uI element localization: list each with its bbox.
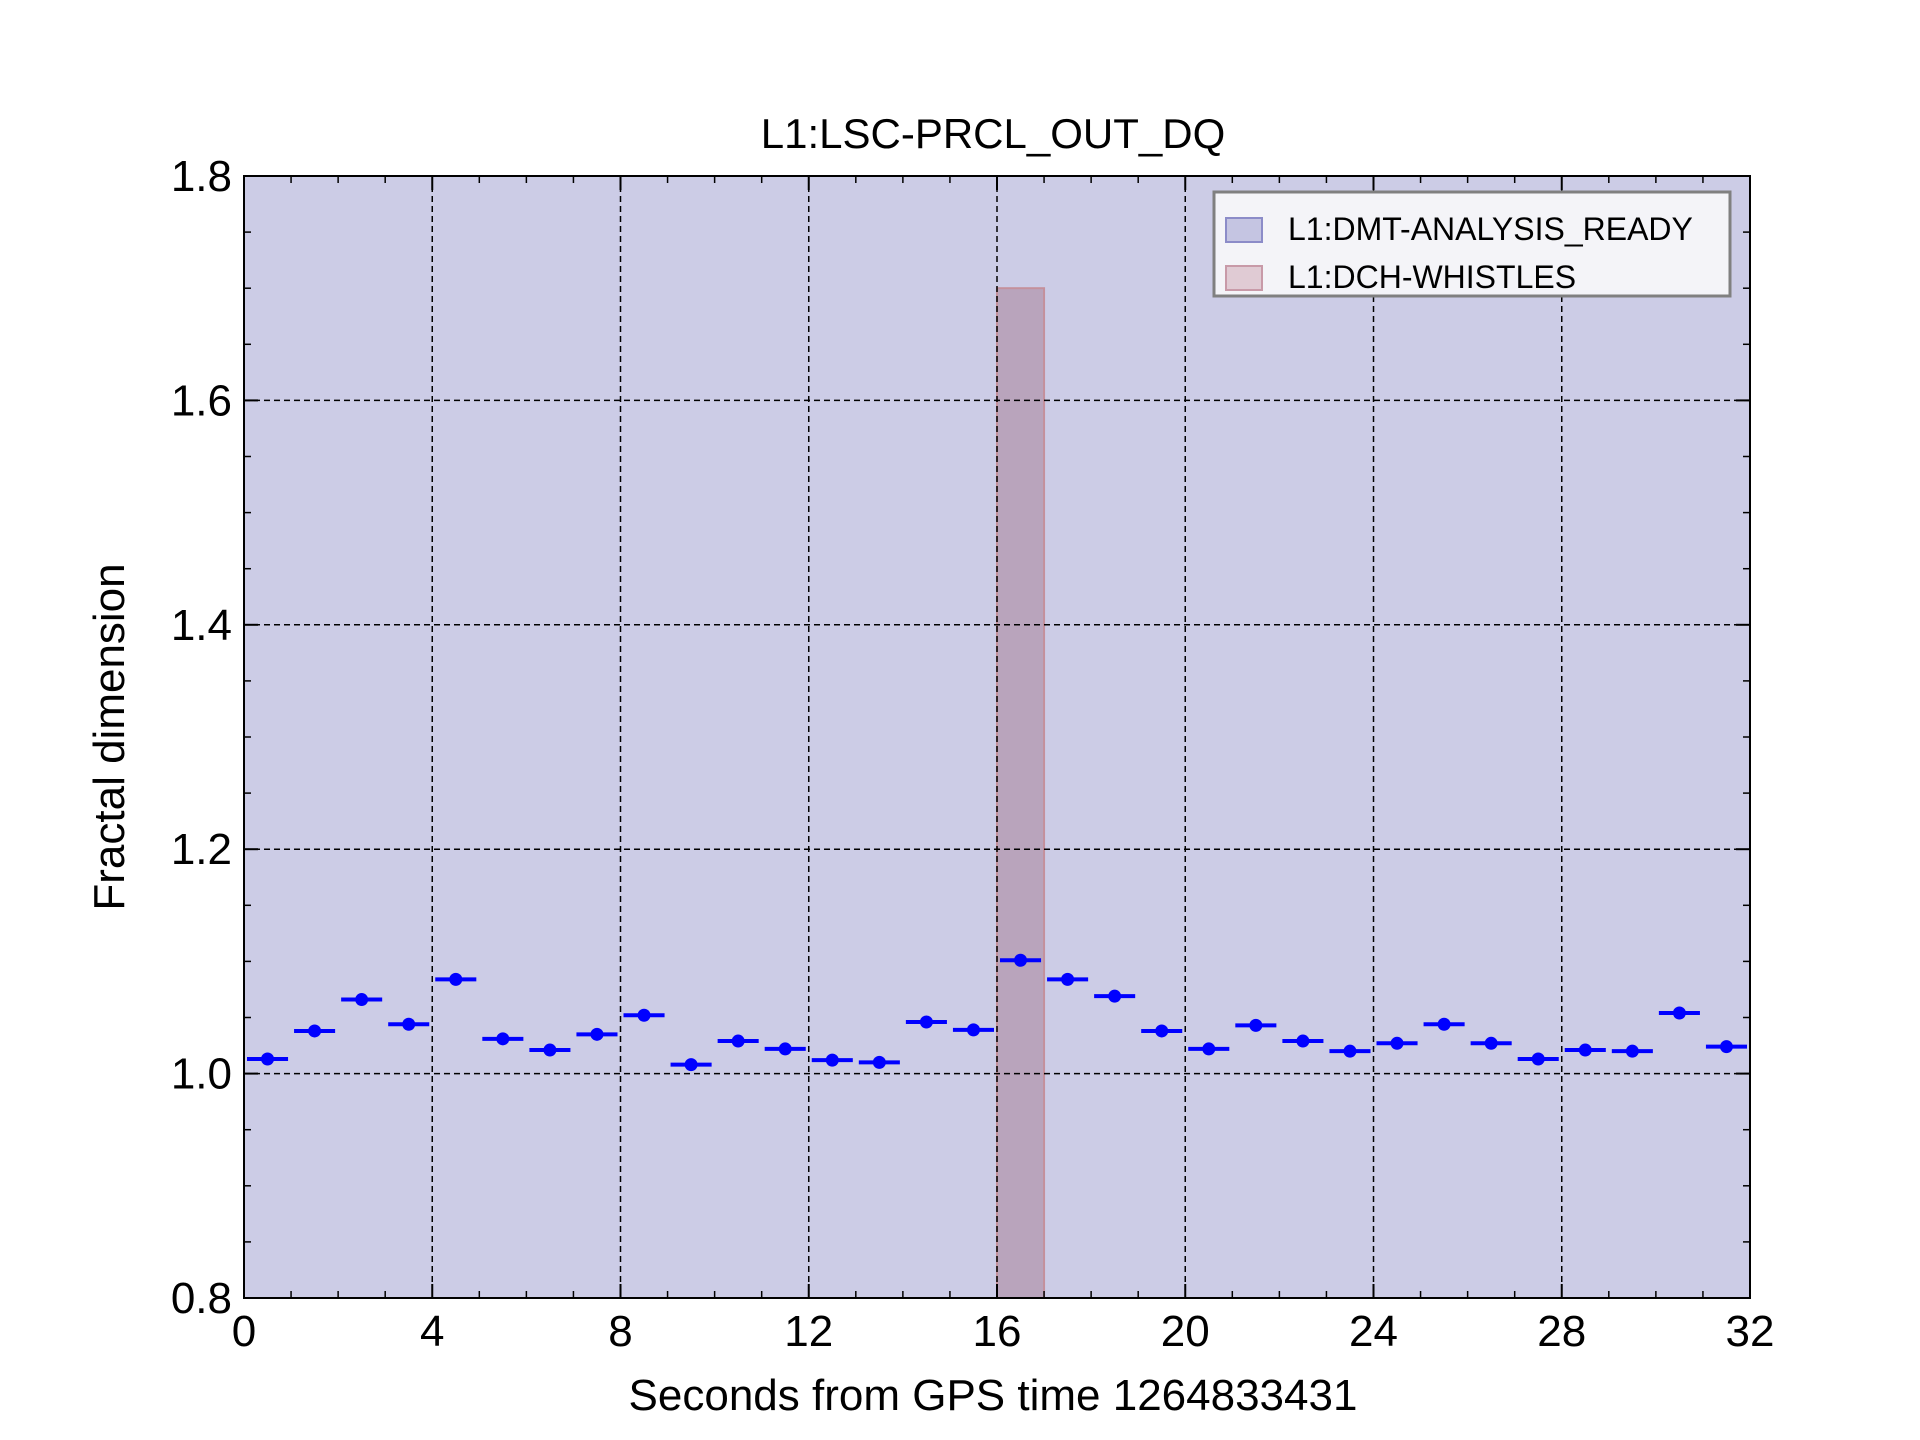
data-point [543,1043,557,1057]
data-point [684,1058,698,1072]
x-tick-label: 12 [784,1307,833,1356]
data-point [1625,1044,1639,1058]
data-point [1437,1017,1451,1031]
data-point [402,1017,416,1031]
data-point [261,1052,275,1066]
data-point [1202,1042,1216,1056]
legend-box [1212,190,1732,298]
x-tick-label: 24 [1349,1307,1398,1356]
data-point [496,1032,510,1046]
data-point [355,993,369,1007]
data-point [1672,1006,1686,1020]
x-tick-label: 32 [1726,1307,1775,1356]
x-tick-label: 4 [420,1307,444,1356]
data-point [1108,989,1122,1003]
data-point [590,1027,604,1041]
x-tick-label: 20 [1161,1307,1210,1356]
y-tick-label: 1.0 [171,1050,232,1099]
x-tick-label: 0 [232,1307,256,1356]
data-point [1343,1044,1357,1058]
y-tick-label: 1.8 [171,152,232,201]
x-tick-label: 8 [608,1307,632,1356]
ticks-layer: 0 4 8 12 16 20 24 28 32 0.8 1.0 1.2 1.4 1.6 1.8 [171,152,1775,1356]
grid-layer [244,176,1750,1298]
chart-title: L1:LSC-PRCL_OUT_DQ [761,110,1225,157]
x-tick-label: 28 [1537,1307,1586,1356]
legend-label: L1:DMT-ANALYSIS_READY [1288,211,1693,247]
y-axis-label: Fractal dimension [85,563,134,910]
legend-label: L1:DCH-WHISTLES [1288,259,1576,295]
data-point [872,1055,886,1069]
data-point [778,1042,792,1056]
data-point [1719,1040,1733,1054]
data-point [449,972,463,986]
data-point [1155,1024,1169,1038]
data-point [637,1008,651,1022]
y-tick-label: 1.6 [171,376,232,425]
data-point [1531,1052,1545,1066]
data-point [1484,1036,1498,1050]
series-layer [247,953,1747,1072]
data-point [308,1024,322,1038]
x-axis-label: Seconds from GPS time 1264833431 [629,1371,1358,1420]
y-tick-label: 1.2 [171,825,232,874]
data-point [966,1023,980,1037]
data-point [1249,1018,1263,1032]
data-point [1578,1043,1592,1057]
legend: L1:DMT-ANALYSIS_READY L1:DCH-WHISTLES [1212,190,1732,298]
y-tick-label: 1.4 [171,601,232,650]
x-tick-label: 16 [973,1307,1022,1356]
segment-span-whistles [996,287,1046,1299]
data-point [825,1053,839,1067]
data-point [1014,953,1028,967]
data-point [919,1015,933,1029]
y-tick-label: 0.8 [171,1274,232,1323]
data-point [1061,972,1075,986]
legend-swatch [1225,217,1263,243]
data-point [1390,1036,1404,1050]
legend-swatch [1225,265,1263,291]
data-point [731,1034,745,1048]
data-point [1296,1034,1310,1048]
